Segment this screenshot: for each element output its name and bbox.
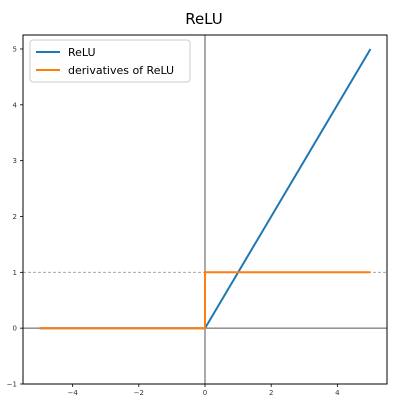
- legend-label: derivatives of ReLU: [68, 64, 174, 77]
- y-tick-label: 1: [13, 269, 17, 277]
- y-tick-label: 0: [13, 325, 17, 333]
- plot-frame: [22, 34, 388, 385]
- x-tick-label: 2: [269, 389, 273, 397]
- y-tick-label: −1: [7, 381, 17, 389]
- legend-box: [29, 39, 191, 83]
- y-tick-label: 2: [13, 213, 17, 221]
- legend: ReLU derivatives of ReLU: [29, 39, 191, 83]
- y-tick-label: 5: [13, 45, 17, 53]
- legend-label: ReLU: [68, 46, 96, 59]
- y-tick-label: 4: [13, 101, 18, 109]
- x-tick-label: −2: [134, 389, 144, 397]
- plot-area: [20, 35, 387, 387]
- series-line-1: [39, 271, 371, 330]
- y-tick-label: 3: [13, 157, 17, 165]
- x-tick-label: 0: [203, 389, 207, 397]
- chart-title: ReLU: [185, 10, 223, 28]
- x-tick-label: −4: [67, 389, 78, 397]
- x-tick-label: 4: [335, 389, 340, 397]
